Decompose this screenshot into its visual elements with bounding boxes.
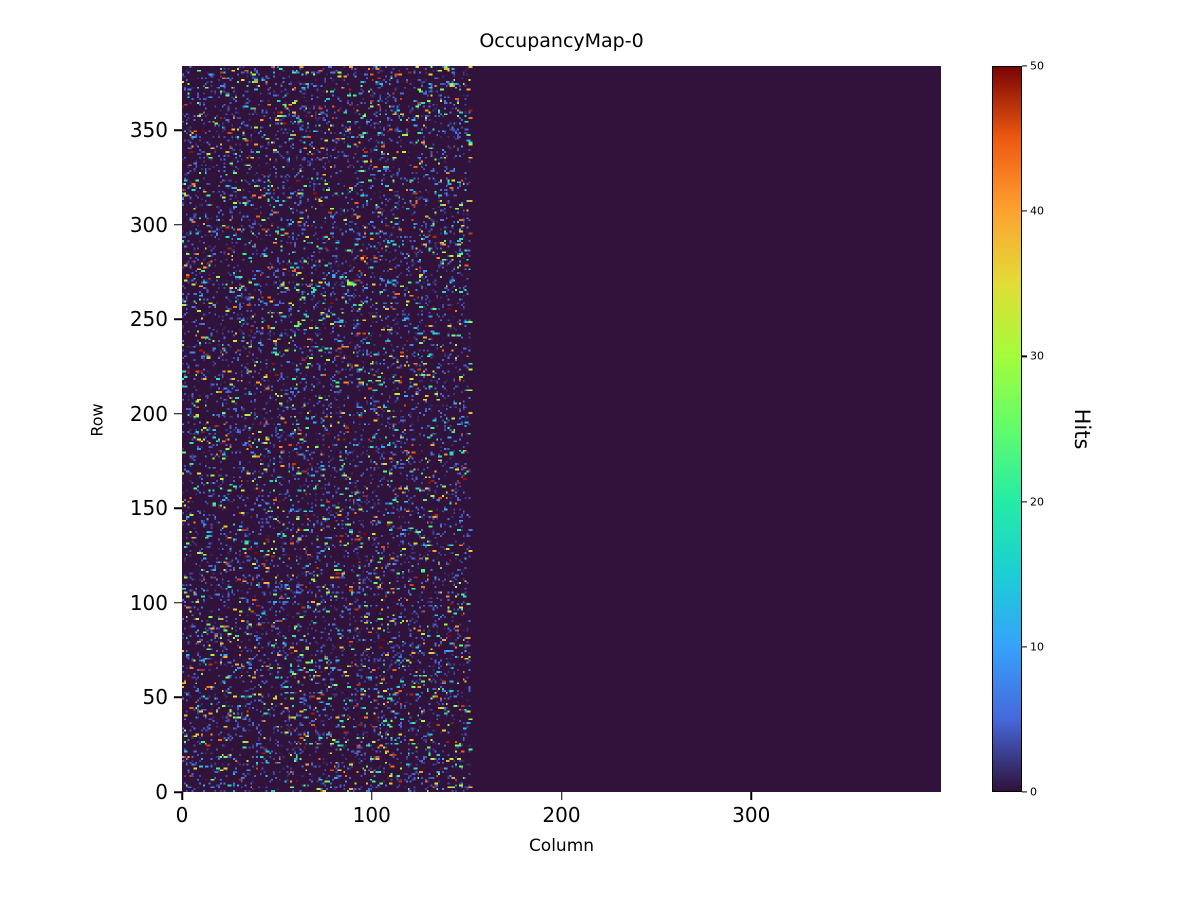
colorbar-tick-label: 0: [1030, 785, 1037, 799]
y-tick-label: 350: [129, 118, 168, 143]
colorbar: [992, 66, 1022, 792]
x-axis-label: Column: [528, 836, 595, 856]
y-tick-label: 100: [129, 590, 168, 615]
y-tick-label: 50: [142, 685, 168, 710]
y-axis-label: Row: [87, 403, 107, 437]
colorbar-tick-label: 10: [1030, 640, 1044, 654]
y-tick-mark: [174, 696, 182, 699]
y-tick-label: 250: [129, 307, 168, 332]
y-tick-mark: [174, 129, 182, 132]
x-tick-mark: [750, 792, 752, 800]
y-tick-mark: [174, 224, 182, 226]
y-tick-label: 150: [129, 496, 168, 521]
plot-title: OccupancyMap-0: [479, 30, 644, 52]
colorbar-tick-mark: [1022, 65, 1027, 67]
x-tick-label: 100: [352, 803, 391, 827]
colorbar-tick-mark: [1022, 791, 1027, 793]
colorbar-tick-mark: [1022, 210, 1027, 212]
y-tick-mark: [174, 602, 182, 604]
y-tick-label: 200: [129, 401, 168, 426]
x-tick-label: 200: [542, 803, 581, 827]
colorbar-tick-label: 40: [1030, 204, 1044, 218]
heatmap-canvas: [182, 66, 941, 792]
colorbar-tick-mark: [1022, 355, 1027, 357]
x-tick-mark: [181, 792, 183, 800]
y-tick-mark: [174, 413, 182, 415]
x-tick-label: 0: [175, 803, 189, 827]
colorbar-tick-mark: [1022, 646, 1027, 648]
colorbar-tick-label: 30: [1030, 349, 1044, 363]
colorbar-tick-mark: [1022, 501, 1027, 503]
y-tick-mark: [174, 507, 182, 510]
x-tick-label: 300: [732, 803, 771, 827]
y-tick-mark: [174, 318, 182, 321]
colorbar-label: Hits: [1070, 408, 1094, 450]
x-tick-mark: [371, 792, 373, 800]
x-tick-mark: [560, 792, 563, 800]
y-tick-mark: [174, 791, 182, 793]
colorbar-tick-label: 50: [1030, 59, 1044, 73]
colorbar-tick-label: 20: [1030, 495, 1044, 509]
y-tick-label: 0: [155, 780, 168, 804]
y-tick-label: 300: [129, 212, 168, 237]
